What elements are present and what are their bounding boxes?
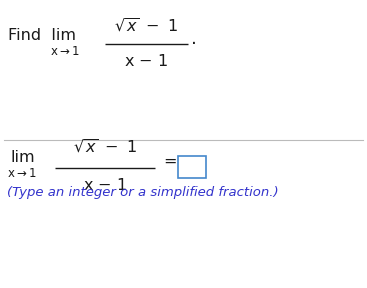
Text: x $-$ 1: x $-$ 1 [124, 53, 168, 69]
Text: $\sqrt{x}\ -\ 1$: $\sqrt{x}\ -\ 1$ [114, 17, 178, 35]
Text: x$\rightarrow$1: x$\rightarrow$1 [7, 167, 37, 180]
Text: x$\rightarrow$1: x$\rightarrow$1 [50, 45, 80, 58]
Text: $\sqrt{x}\ -\ 1$: $\sqrt{x}\ -\ 1$ [73, 138, 137, 156]
Text: x $-$ 1: x $-$ 1 [83, 177, 127, 193]
Text: lim: lim [10, 150, 34, 165]
Text: (Type an integer or a simplified fraction.): (Type an integer or a simplified fractio… [7, 186, 279, 199]
Text: =: = [163, 154, 177, 169]
Text: .: . [191, 29, 197, 48]
Text: Find  lim: Find lim [8, 28, 76, 43]
FancyBboxPatch shape [178, 156, 206, 178]
